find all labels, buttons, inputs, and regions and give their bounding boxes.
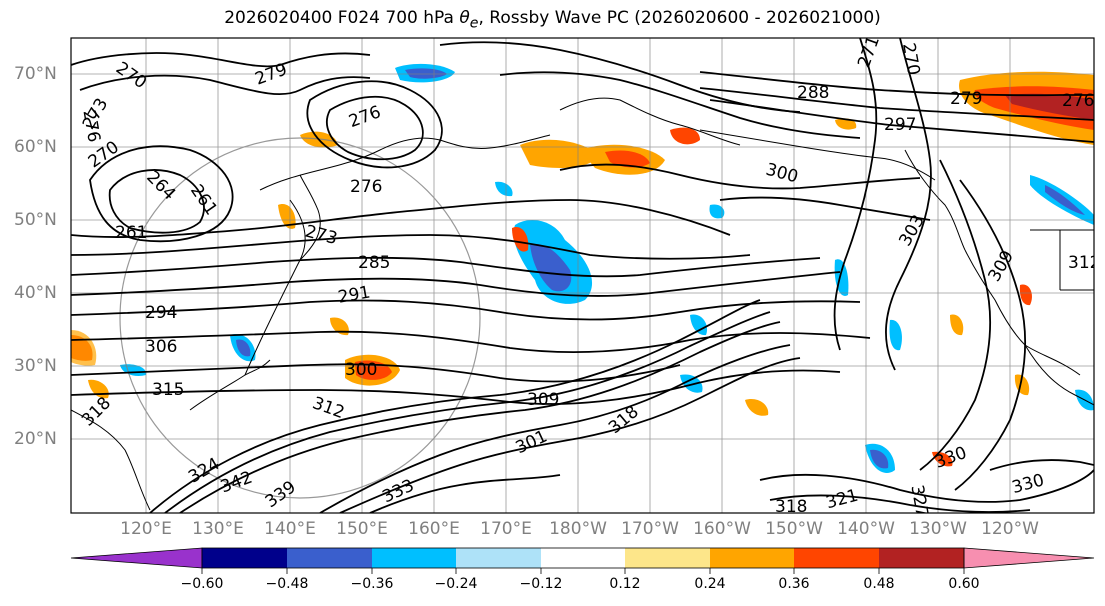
contour-label: 276 <box>346 102 383 132</box>
colorbar-tick-label: −0.12 <box>519 576 563 592</box>
contour-label: 288 <box>797 83 829 103</box>
colorbar-segment <box>625 548 710 568</box>
contour-label: 294 <box>145 303 177 323</box>
contour-label: 276 <box>350 177 382 197</box>
colorbar-tick-label: 0.12 <box>609 576 641 592</box>
contour-label: 291 <box>337 282 372 307</box>
colorbar-segment <box>879 548 964 568</box>
contour-label: 306 <box>145 337 177 357</box>
contour-label: 312 <box>310 393 347 423</box>
map-frame <box>70 37 1095 514</box>
theta-e-contours <box>71 38 1094 513</box>
contour-label: 327 <box>906 483 931 518</box>
contour-label: 301 <box>513 426 551 458</box>
lat-label: 40°N <box>14 283 57 303</box>
coastlines <box>71 97 1094 511</box>
colorbar-segment <box>372 548 456 568</box>
contour-label: 318 <box>605 402 643 438</box>
colorbar-tick-label: −0.24 <box>434 576 478 592</box>
lon-label: 170°E <box>480 519 532 539</box>
contour-label: 300 <box>764 160 801 188</box>
contour-label: 261 <box>186 181 221 219</box>
map-title: 2026020400 F024 700 hPa θe, Rossby Wave … <box>224 8 881 32</box>
lat-label: 30°N <box>14 356 57 376</box>
lat-label: 50°N <box>14 210 57 230</box>
lon-label: 180°W <box>549 519 607 539</box>
colorbar-segment <box>794 548 879 568</box>
contour-label: 309 <box>527 390 559 410</box>
lon-label: 120°E <box>120 519 172 539</box>
contour-label: 321 <box>824 486 861 514</box>
colorbar-tick-label: 0.60 <box>948 576 980 592</box>
colorbar-segment <box>70 547 203 569</box>
colorbar-segment <box>541 548 625 568</box>
contour-label: 303 <box>895 212 929 250</box>
contour-label: 315 <box>152 380 184 400</box>
lat-label: 20°N <box>14 429 57 449</box>
contour-label: 342 <box>218 468 255 498</box>
contour-label: 318 <box>78 393 115 430</box>
colorbar-segment <box>456 548 541 568</box>
contour-label: 300 <box>345 360 377 380</box>
colorbar-tick-label: 0.36 <box>778 576 810 592</box>
contour-label: 270 <box>898 41 923 76</box>
colorbar-segment <box>963 547 1095 569</box>
contour-label: 279 <box>950 89 982 109</box>
lon-label: 130°E <box>192 519 244 539</box>
colorbar <box>70 547 1095 574</box>
colorbar-tick-label: 0.48 <box>863 576 895 592</box>
lon-label: 150°W <box>765 519 823 539</box>
colorbar-tick-label: −0.48 <box>265 576 309 592</box>
contour-label: 333 <box>379 476 417 508</box>
contour-label: 339 <box>262 477 300 512</box>
lon-label: 160°E <box>408 519 460 539</box>
lon-label: 130°W <box>909 519 967 539</box>
lon-label: 140°E <box>264 519 316 539</box>
lat-label: 70°N <box>14 64 57 84</box>
contour-label: 318 <box>775 497 807 517</box>
contour-label: 312 <box>1068 253 1100 273</box>
contour-label: 273 <box>303 221 340 249</box>
contour-label: 271 <box>854 33 884 70</box>
contour-label: 276 <box>78 108 103 143</box>
colorbar-tick-label: 0.24 <box>694 576 726 592</box>
contour-label: 270 <box>112 58 150 93</box>
lon-label: 120°W <box>981 519 1039 539</box>
colorbar-segment <box>202 548 287 568</box>
contour-label: 279 <box>252 60 289 90</box>
colorbar-segment <box>287 548 372 568</box>
colorbar-tick-label: −0.60 <box>180 576 224 592</box>
lon-label: 140°W <box>837 519 895 539</box>
lat-label: 60°N <box>14 137 57 157</box>
contour-label: 276 <box>1062 91 1094 111</box>
shading-layer <box>71 63 1094 473</box>
colorbar-tick-label: −0.36 <box>350 576 394 592</box>
contour-label: 330 <box>1010 470 1047 498</box>
contour-label: 261 <box>115 223 147 243</box>
lon-label: 170°W <box>621 519 679 539</box>
colorbar-segment <box>710 548 794 568</box>
contour-label: 285 <box>358 253 390 273</box>
lon-label: 150°E <box>336 519 388 539</box>
contour-label: 297 <box>884 115 916 135</box>
lon-label: 160°W <box>693 519 751 539</box>
